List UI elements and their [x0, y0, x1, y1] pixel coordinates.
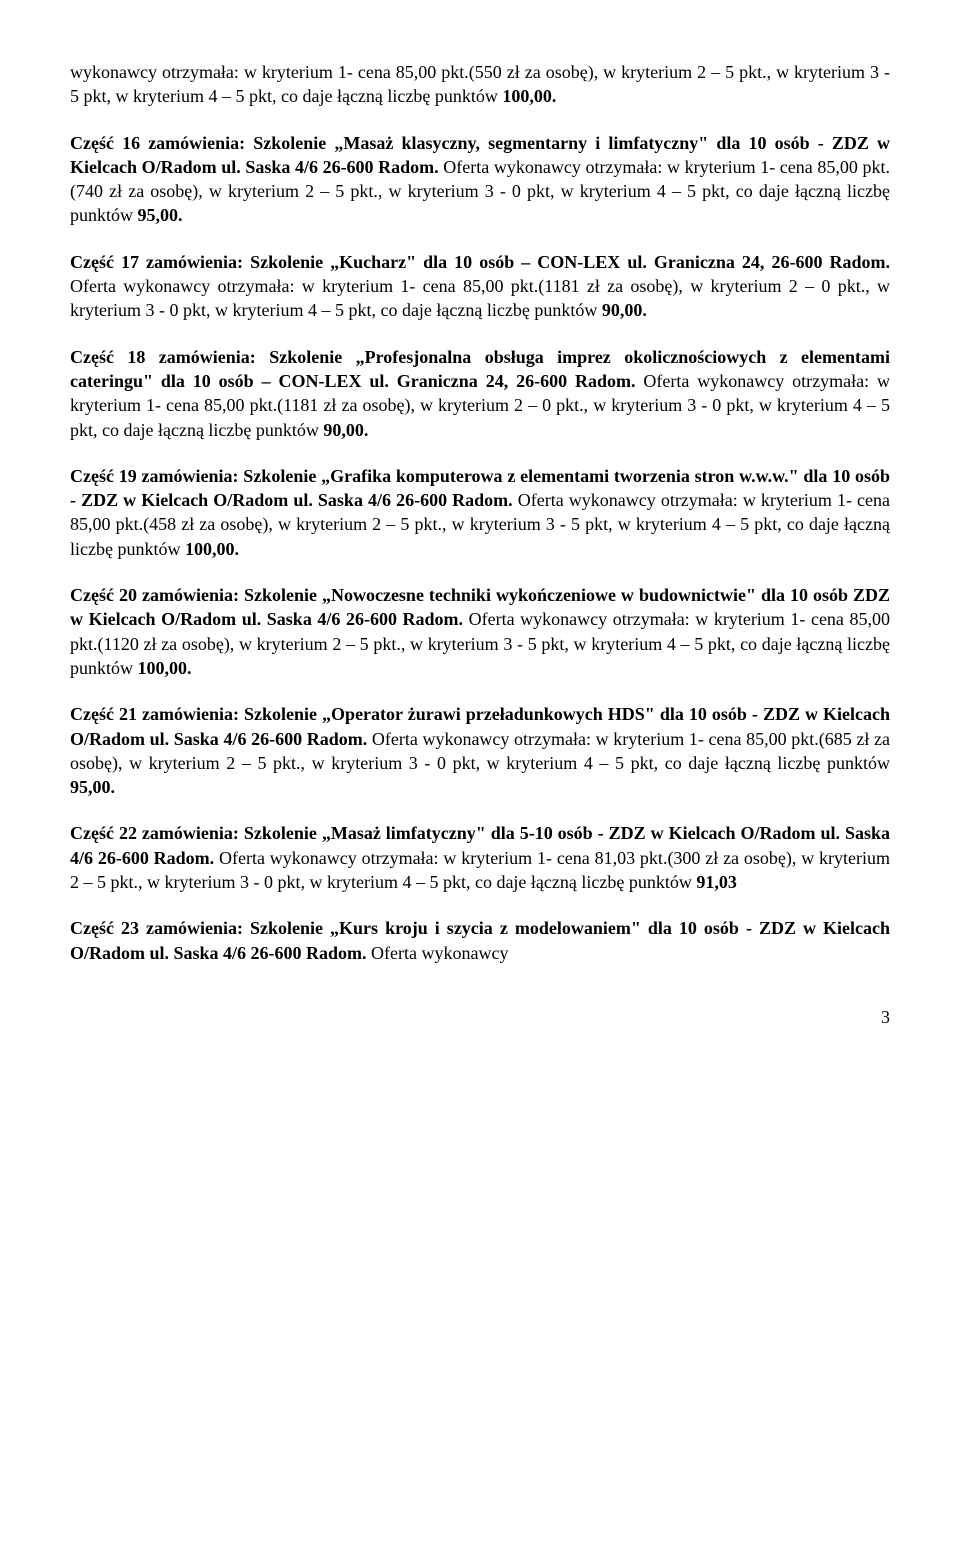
text-run: 100,00.	[185, 539, 239, 559]
paragraph: Część 21 zamówienia: Szkolenie „Operator…	[70, 702, 890, 799]
text-run: 95,00.	[70, 777, 115, 797]
paragraph: Część 19 zamówienia: Szkolenie „Grafika …	[70, 464, 890, 561]
text-run: 100,00.	[138, 658, 192, 678]
text-run: Oferta wykonawcy otrzymała: w kryterium …	[70, 276, 890, 320]
text-run: wykonawcy otrzymała: w kryterium 1- cena…	[70, 62, 890, 106]
paragraph: Część 17 zamówienia: Szkolenie „Kucharz"…	[70, 250, 890, 323]
text-run: 95,00.	[138, 205, 183, 225]
text-run: 91,03	[696, 872, 737, 892]
paragraph: Część 20 zamówienia: Szkolenie „Nowoczes…	[70, 583, 890, 680]
text-run: 100,00.	[502, 86, 556, 106]
text-run: Oferta wykonawcy	[371, 943, 508, 963]
text-run: 90,00.	[602, 300, 647, 320]
paragraph: wykonawcy otrzymała: w kryterium 1- cena…	[70, 60, 890, 109]
page-number: 3	[70, 1005, 890, 1029]
paragraph: Część 23 zamówienia: Szkolenie „Kurs kro…	[70, 916, 890, 965]
paragraph: Część 18 zamówienia: Szkolenie „Profesjo…	[70, 345, 890, 442]
paragraph: Część 16 zamówienia: Szkolenie „Masaż kl…	[70, 131, 890, 228]
document-body: wykonawcy otrzymała: w kryterium 1- cena…	[70, 60, 890, 965]
text-run: Część 17 zamówienia: Szkolenie „Kucharz"…	[70, 252, 890, 272]
paragraph: Część 22 zamówienia: Szkolenie „Masaż li…	[70, 821, 890, 894]
text-run: 90,00.	[323, 420, 368, 440]
